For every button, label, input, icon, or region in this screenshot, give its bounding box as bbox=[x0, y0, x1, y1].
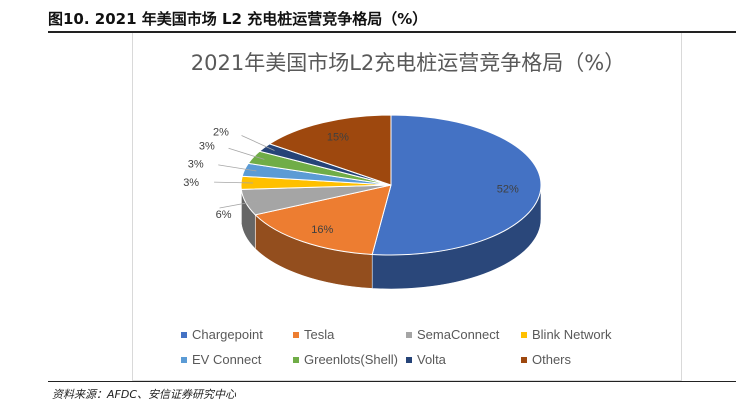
legend-item-tesla: Tesla bbox=[293, 327, 334, 342]
leader-line-semaconnect bbox=[219, 200, 258, 209]
legend-swatch bbox=[293, 356, 299, 363]
leader-line-ev-connect bbox=[218, 164, 257, 172]
top-divider bbox=[48, 31, 736, 33]
legend-swatch bbox=[181, 356, 187, 363]
pie-slice-others bbox=[268, 114, 392, 186]
data-label-greenlots-shell: 3% bbox=[199, 141, 215, 153]
legend-item-greenlots-shell: Greenlots(Shell) bbox=[293, 352, 398, 367]
data-label-others: 15% bbox=[327, 131, 349, 143]
legend-label: Others bbox=[532, 352, 572, 367]
legend-item-volta: Volta bbox=[406, 352, 446, 367]
legend-swatch bbox=[521, 331, 527, 338]
legend-item-chargepoint: Chargepoint bbox=[181, 327, 263, 342]
legend-swatch bbox=[406, 356, 412, 363]
data-label-semaconnect: 6% bbox=[216, 209, 232, 221]
leader-line-blink-network bbox=[214, 181, 254, 184]
legend-swatch bbox=[181, 331, 187, 338]
chart-title: 2021年美国市场L2充电桩运营竞争格局（%） bbox=[190, 51, 626, 75]
data-label-blink-network: 3% bbox=[183, 177, 199, 189]
bottom-divider bbox=[48, 381, 736, 382]
legend-item-semaconnect: SemaConnect bbox=[406, 327, 499, 342]
chart-area: 2021年美国市场L2充电桩运营竞争格局（%） 52% 16% 6% 3% 3% 3% 2%… bbox=[132, 33, 682, 381]
data-label-volta: 2% bbox=[213, 127, 229, 139]
data-label-chargepoint: 52% bbox=[497, 183, 519, 195]
legend-label: SemaConnect bbox=[417, 327, 500, 342]
data-label-tesla: 16% bbox=[311, 224, 333, 236]
source-note: 资料来源：AFDC、安信证券研究中心 bbox=[52, 388, 237, 401]
legend-item-others: Others bbox=[521, 352, 571, 367]
legend-label: Blink Network bbox=[532, 327, 612, 342]
legend-label: Greenlots(Shell) bbox=[304, 352, 398, 367]
legend-swatch bbox=[521, 356, 527, 363]
legend-item-blink-network: Blink Network bbox=[521, 327, 611, 342]
legend-label: EV Connect bbox=[192, 352, 262, 367]
legend-item-ev-connect: EV Connect bbox=[181, 352, 261, 367]
figure-title: 图10. 2021 年美国市场 L2 充电桩运营竞争格局（%） bbox=[48, 10, 428, 28]
pie-chart: 52% 16% 6% 3% 3% 3% 2% 15% bbox=[183, 114, 542, 290]
legend-swatch bbox=[406, 331, 412, 338]
legend-label: Chargepoint bbox=[192, 327, 263, 342]
pie-slice-tesla bbox=[254, 184, 392, 255]
pie-slice-chargepoint bbox=[371, 114, 542, 256]
legend-label: Tesla bbox=[304, 327, 335, 342]
leader-line-volta bbox=[241, 135, 275, 151]
legend-swatch bbox=[293, 331, 299, 338]
leader-line-greenlots-shell bbox=[228, 147, 265, 160]
data-label-ev-connect: 3% bbox=[188, 158, 204, 170]
legend-label: Volta bbox=[417, 352, 446, 367]
